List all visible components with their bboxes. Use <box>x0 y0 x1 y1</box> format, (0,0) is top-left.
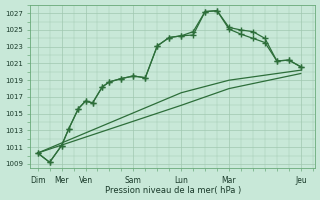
X-axis label: Pression niveau de la mer( hPa ): Pression niveau de la mer( hPa ) <box>105 186 241 195</box>
